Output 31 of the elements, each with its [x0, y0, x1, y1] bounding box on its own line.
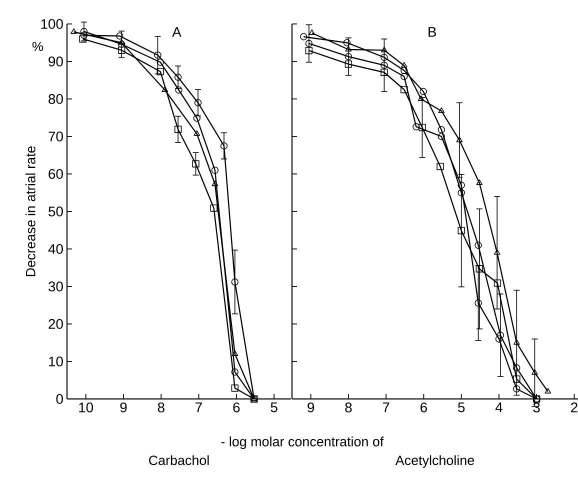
x-tick-label: 9	[308, 402, 314, 412]
y-tick-label: 30	[48, 282, 63, 292]
y-tick-label: 0	[56, 394, 63, 404]
x-tick-label: 8	[345, 402, 352, 412]
x-tick-label: 6	[420, 402, 427, 412]
x-tick-label: 7	[382, 402, 390, 412]
chart-title: A	[172, 27, 182, 37]
x-tick-label: 8	[158, 402, 164, 412]
x-tick-label: 5	[270, 402, 278, 412]
y-tick-label: 90	[48, 56, 63, 66]
y-tick-label: 70	[48, 132, 63, 142]
chart-title: B	[428, 27, 436, 37]
x-tick-label: 5	[458, 402, 465, 412]
x-tick-label: 2	[571, 402, 578, 412]
x-tick-label: 10	[79, 402, 94, 412]
x-tick-label: 9	[120, 402, 127, 412]
text: - log molar concentration of	[221, 436, 384, 450]
y-tick-label: 40	[48, 244, 63, 254]
x-tick-label: 4	[495, 402, 502, 412]
text: %	[32, 42, 44, 52]
x-tick-label: 7	[196, 402, 202, 412]
y-tick-label: 20	[48, 319, 63, 329]
y-axis-title: Decrease in atrial rate	[25, 146, 36, 276]
x-tick-label: 6	[233, 402, 240, 412]
x-axis-title: Acetylcholine	[395, 455, 474, 468]
y-tick-label: 10	[49, 356, 63, 366]
y-tick-label: 50	[48, 206, 63, 216]
y-tick-label: 100	[41, 19, 63, 29]
y-tick-label: 60	[48, 169, 63, 179]
y-tick-label: 80	[48, 94, 63, 104]
x-axis-title: Carbachol	[149, 455, 209, 466]
